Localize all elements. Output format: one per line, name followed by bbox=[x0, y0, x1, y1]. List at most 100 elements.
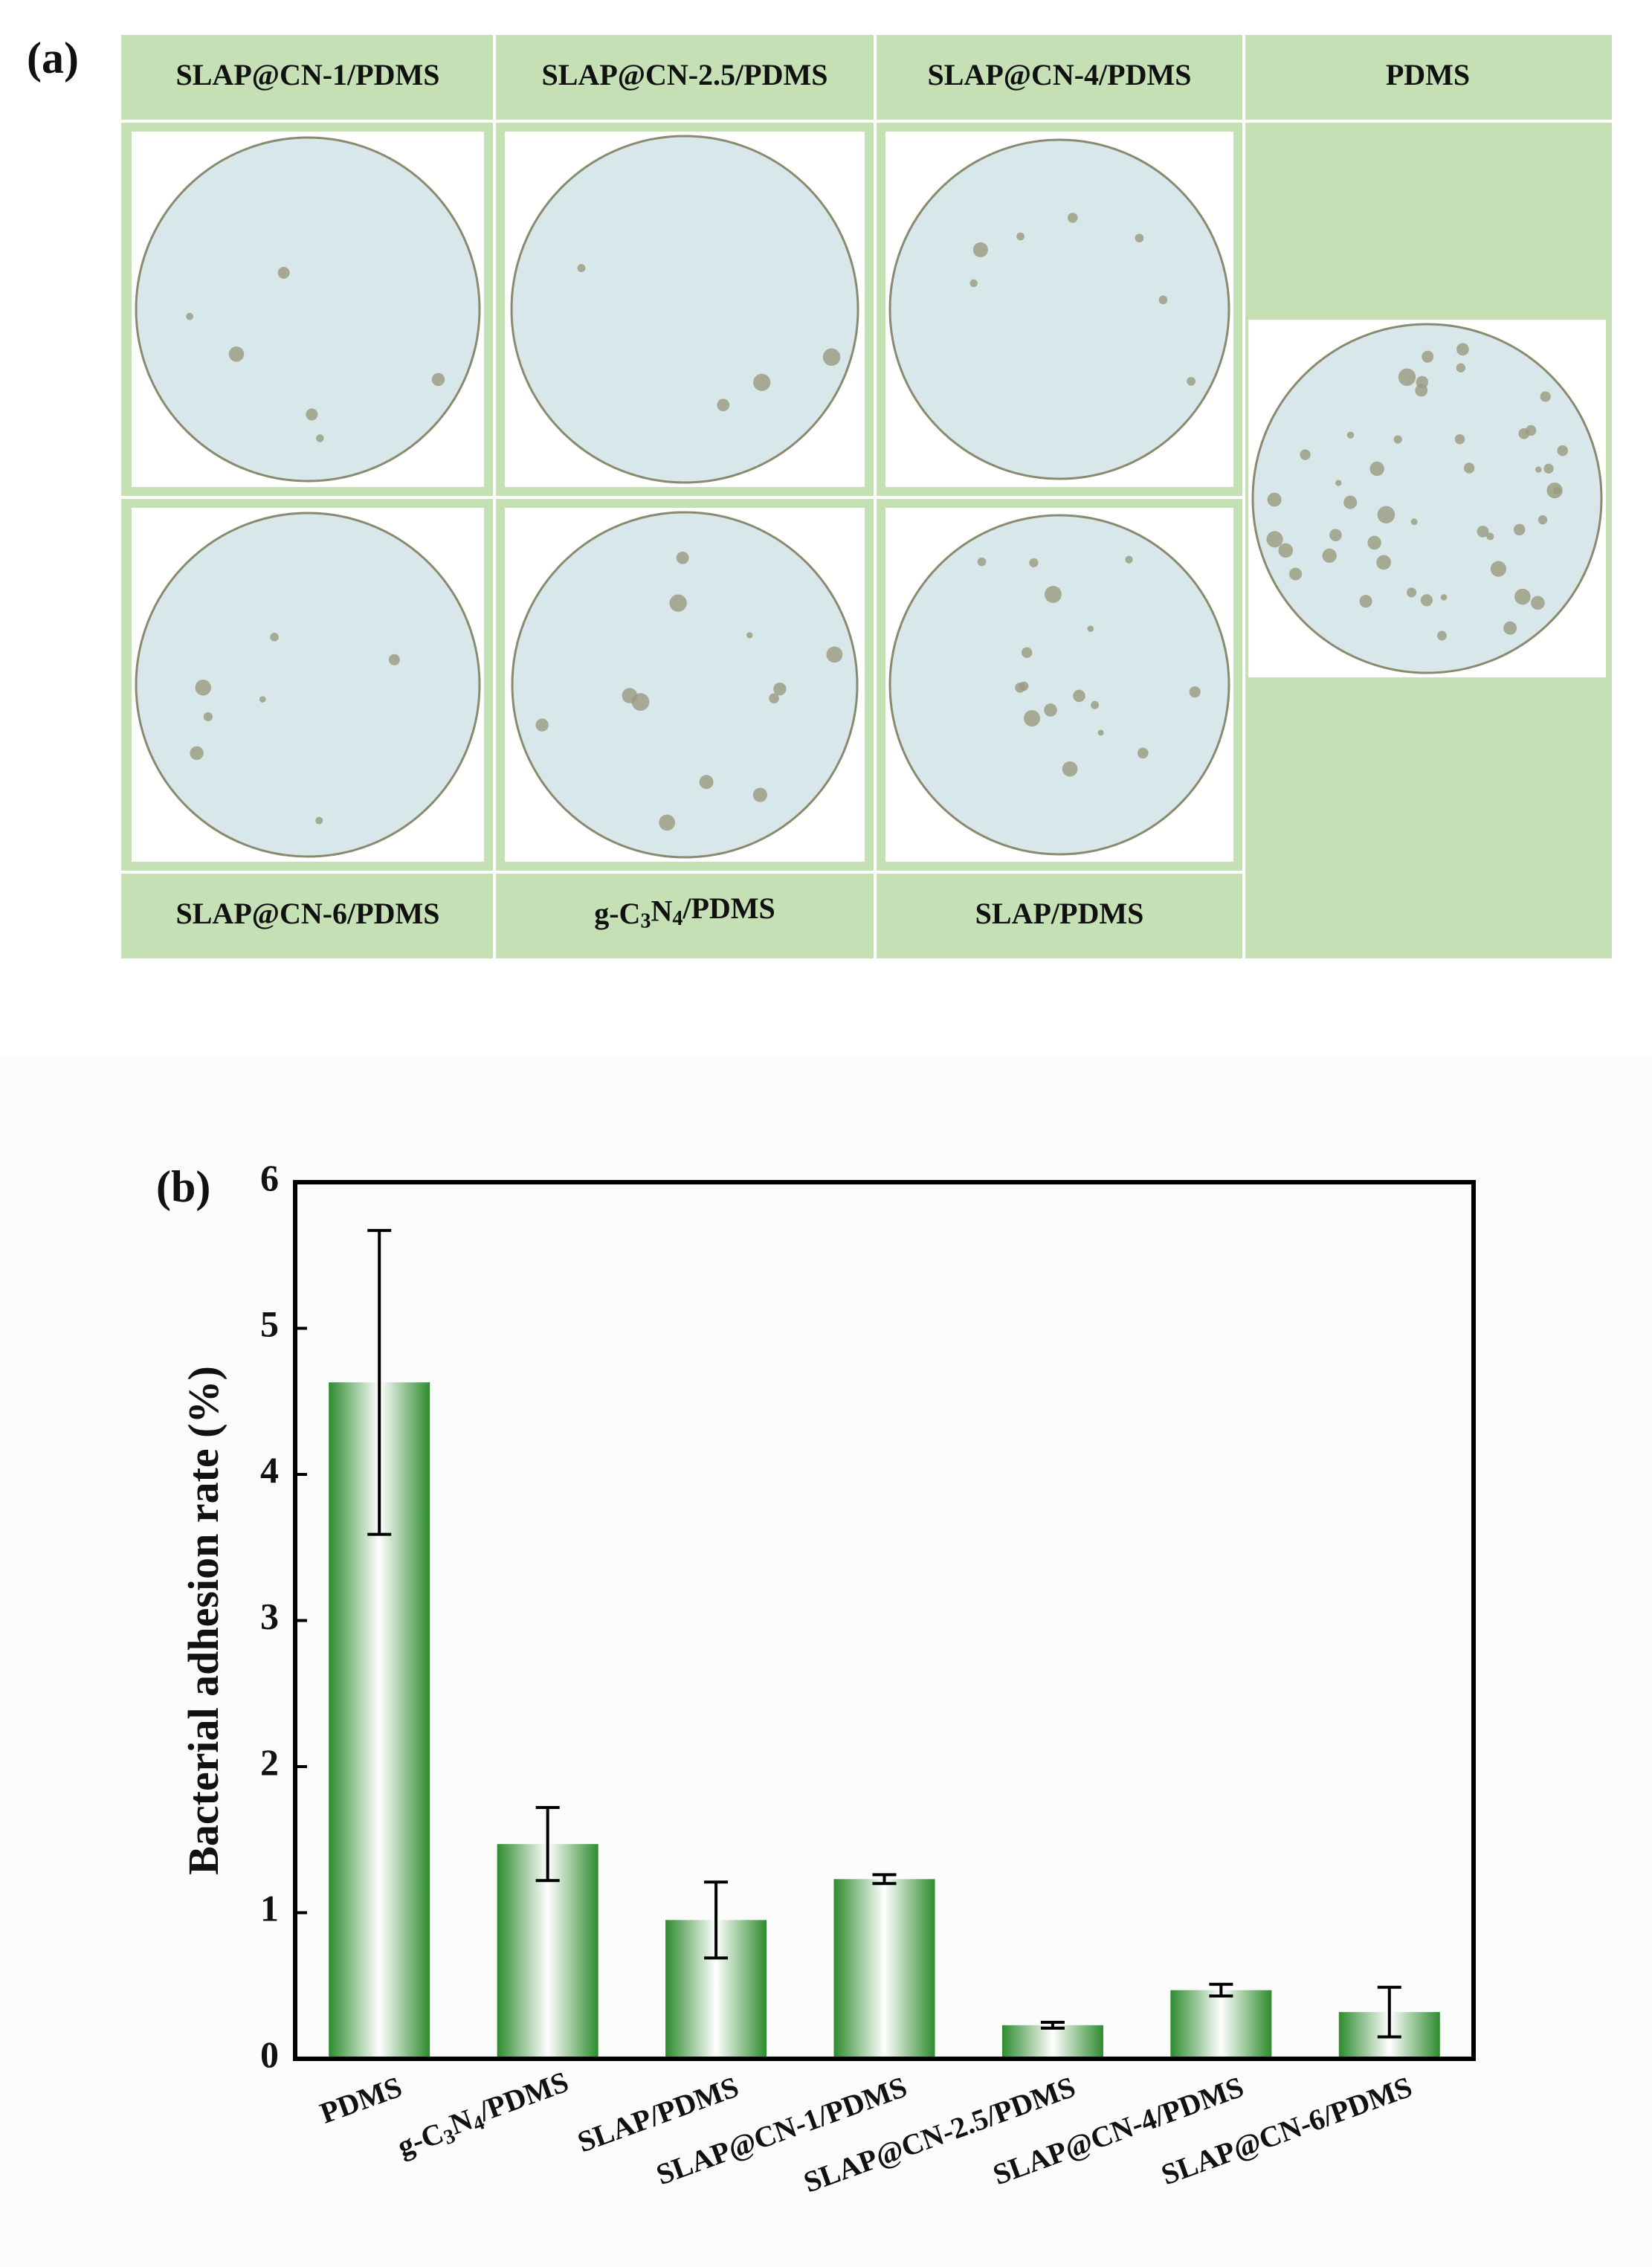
panel-a: (a) SLAP@CN-1/PDMS SLAP@CN-2.5/PDMS SLAP@C… bbox=[27, 33, 1612, 958]
colony bbox=[1073, 689, 1085, 703]
error-bar bbox=[535, 1806, 560, 1883]
colony bbox=[1557, 445, 1569, 457]
colony bbox=[1329, 529, 1342, 541]
petri-dish bbox=[888, 514, 1230, 856]
colony bbox=[717, 399, 730, 412]
plate-photo bbox=[132, 508, 484, 862]
colony bbox=[1021, 647, 1033, 658]
y-tick-label: 1 bbox=[260, 1888, 279, 1929]
colony bbox=[1422, 350, 1434, 363]
colony bbox=[431, 373, 445, 387]
colony bbox=[1044, 703, 1057, 717]
colony bbox=[1346, 431, 1355, 439]
cell-label: SLAP@CN-4/PDMS bbox=[928, 58, 1192, 91]
y-tick-label: 0 bbox=[260, 2034, 279, 2075]
colony bbox=[1359, 595, 1372, 608]
colony bbox=[1503, 621, 1517, 635]
colony bbox=[259, 696, 266, 703]
cell-label: SLAP@CN-2.5/PDMS bbox=[542, 58, 828, 91]
colony bbox=[1543, 463, 1554, 474]
colony bbox=[773, 682, 787, 696]
colony bbox=[1300, 449, 1311, 460]
colony bbox=[1456, 343, 1469, 356]
colony bbox=[1187, 376, 1196, 386]
colony bbox=[1553, 486, 1561, 495]
petri-dish bbox=[1251, 323, 1603, 674]
colony bbox=[977, 557, 987, 567]
colony bbox=[1376, 555, 1391, 570]
colony bbox=[1407, 587, 1417, 598]
error-bar bbox=[872, 1873, 897, 1886]
colony bbox=[1526, 425, 1537, 436]
plate-photo bbox=[1248, 320, 1606, 677]
colony bbox=[1335, 480, 1342, 486]
petri-dish bbox=[510, 135, 859, 484]
y-tick-label: 3 bbox=[260, 1596, 279, 1637]
colony bbox=[1288, 567, 1303, 581]
petri-dish bbox=[511, 511, 859, 859]
colony bbox=[203, 712, 213, 722]
colony bbox=[753, 373, 771, 391]
plot-frame bbox=[293, 1180, 1476, 2061]
colony bbox=[826, 646, 843, 663]
y-axis-label: Bacterial adhesion rate (%) bbox=[179, 1366, 228, 1875]
colony bbox=[1463, 462, 1475, 474]
colony bbox=[1343, 495, 1358, 509]
colony bbox=[1189, 686, 1201, 698]
y-tick-label: 2 bbox=[260, 1741, 279, 1783]
colony bbox=[1420, 594, 1433, 607]
colony bbox=[1016, 232, 1025, 241]
colony bbox=[1490, 561, 1507, 577]
colony bbox=[1125, 555, 1133, 564]
colony bbox=[1440, 594, 1448, 601]
colony bbox=[1278, 543, 1294, 558]
colony bbox=[822, 348, 841, 367]
colony bbox=[1540, 391, 1551, 402]
colony bbox=[1535, 466, 1542, 473]
error-bar bbox=[1040, 2020, 1065, 2030]
panel-b-bg bbox=[0, 1056, 1652, 2267]
colony bbox=[1029, 558, 1039, 568]
colony bbox=[1023, 709, 1041, 727]
petri-dish bbox=[135, 512, 481, 858]
bar bbox=[1170, 1990, 1272, 2059]
colony bbox=[1437, 631, 1447, 641]
colony bbox=[676, 551, 689, 564]
colony bbox=[746, 632, 753, 639]
cell-label: PDMS bbox=[1386, 58, 1470, 91]
y-tick-label: 6 bbox=[260, 1157, 279, 1199]
colony bbox=[1531, 596, 1545, 610]
bar bbox=[833, 1879, 935, 2059]
plate-photo bbox=[132, 132, 484, 487]
colony bbox=[1377, 506, 1396, 524]
petri-dish bbox=[888, 138, 1230, 480]
error-bar bbox=[1209, 1982, 1233, 1998]
colony bbox=[1267, 492, 1282, 507]
colony bbox=[1158, 295, 1168, 305]
y-tick-label: 4 bbox=[260, 1449, 279, 1491]
error-bar bbox=[367, 1228, 392, 1536]
colony bbox=[669, 594, 687, 612]
plate-photo bbox=[505, 508, 865, 862]
colony bbox=[1393, 435, 1402, 444]
colony bbox=[1410, 518, 1418, 526]
colony bbox=[1087, 625, 1094, 632]
colony bbox=[577, 264, 586, 272]
colony bbox=[1322, 548, 1337, 564]
bar bbox=[1001, 2025, 1103, 2059]
colony bbox=[659, 814, 676, 831]
colony bbox=[1091, 700, 1100, 709]
colony bbox=[277, 266, 290, 279]
grid-lines bbox=[121, 35, 1612, 958]
colony bbox=[228, 346, 245, 362]
colony bbox=[316, 434, 324, 442]
colony bbox=[190, 746, 204, 761]
colony bbox=[972, 242, 988, 257]
colony bbox=[388, 654, 400, 665]
colony bbox=[315, 816, 323, 825]
cell-label: SLAP@CN-1/PDMS bbox=[176, 58, 440, 91]
colony bbox=[1513, 523, 1526, 536]
colony bbox=[1454, 433, 1465, 445]
colony bbox=[752, 787, 767, 802]
